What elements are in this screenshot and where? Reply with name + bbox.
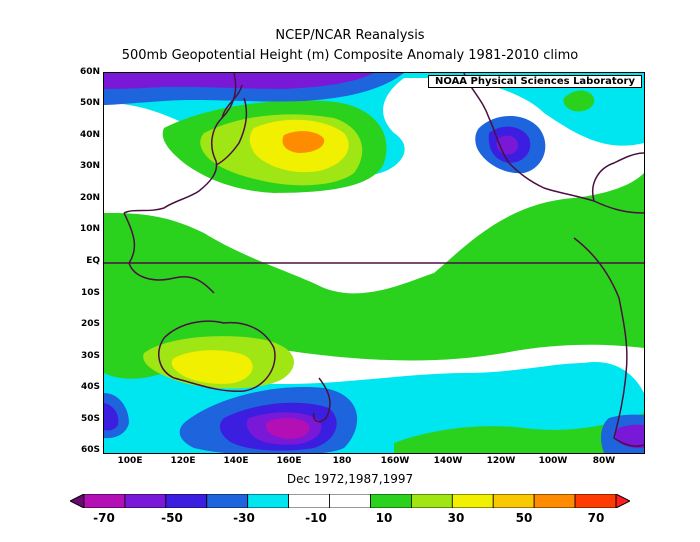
lat-label: 50N [79,98,100,108]
lat-label: 10S [80,288,100,298]
lon-label: 100W [538,456,568,466]
yellow-region-australia [171,350,253,384]
coast-australia [158,320,276,392]
indigo-region-southwest [104,403,119,431]
orange-region-north-pacific [282,131,325,153]
green-region-southeast [394,413,644,453]
colorbar-swatch [533,494,576,508]
colorbar-label: -50 [161,511,183,525]
coast-new-zealand [312,377,331,423]
colorbar-label: -30 [233,511,255,525]
lat-label: 60N [79,67,100,77]
colorbar-arrow-left [70,494,85,508]
coast-south-america [573,237,644,447]
lat-label: 30N [79,161,100,171]
lat-label: 10N [79,224,100,234]
magenta-region-south-pacific [266,417,310,439]
lon-label: 180 [332,456,352,466]
lon-label: 120E [170,456,196,466]
colorbar-label: 50 [515,511,533,525]
colorbar-swatch [83,494,126,508]
colorbar-swatch [247,494,290,508]
colorbar-swatch [410,494,453,508]
negative-contours [104,73,644,453]
colorbar-swatch [492,494,535,508]
title-line-2: 500mb Geopotential Height (m) Composite … [121,48,579,63]
colorbar-swatch [124,494,167,508]
lat-label: EQ [86,256,100,266]
lon-label: 100E [117,456,143,466]
lat-label: 50S [80,414,100,424]
coast-asia [123,73,243,214]
lon-label: 160W [380,456,410,466]
coast-se-asia [123,212,215,294]
map-panel: NOAA Physical Sciences Laboratory [103,72,645,454]
lon-label: 140E [223,456,249,466]
lat-label: 20S [80,319,100,329]
violet-band-top [104,73,374,89]
title-line-1: NCEP/NCAR Reanalysis [275,28,425,43]
colorbar [70,494,630,508]
colorbar-label: -70 [93,511,115,525]
anomaly-map [104,73,644,453]
green-region-northeast [563,90,595,112]
colorbar-label: 70 [587,511,605,525]
lon-label: 140W [433,456,463,466]
coastlines [123,73,644,447]
credit-label: NOAA Physical Sciences Laboratory [427,75,642,88]
colorbar-swatch [165,494,208,508]
lat-label: 30S [80,351,100,361]
colorbar-label: 10 [375,511,393,525]
colorbar-arrow-right [615,494,630,508]
green-region-equatorial [104,173,644,379]
lat-label: 60S [80,445,100,455]
lat-label: 40S [80,382,100,392]
coast-north-america [463,73,644,214]
colorbar-swatch [329,494,371,508]
colorbar-label: 30 [447,511,465,525]
lon-label: 80W [592,456,616,466]
colorbar-label: -10 [305,511,327,525]
composite-period: Dec 1972,1987,1997 [286,472,414,486]
lon-label: 120W [486,456,516,466]
colorbar-swatch [574,494,617,508]
colorbar-swatch [288,494,330,508]
lat-label: 40N [79,130,100,140]
colorbar-swatch [206,494,249,508]
lat-label: 20N [79,193,100,203]
lon-label: 160E [276,456,302,466]
coast-japan [215,97,248,166]
colorbar-swatch [451,494,494,508]
colorbar-swatch [370,494,412,508]
